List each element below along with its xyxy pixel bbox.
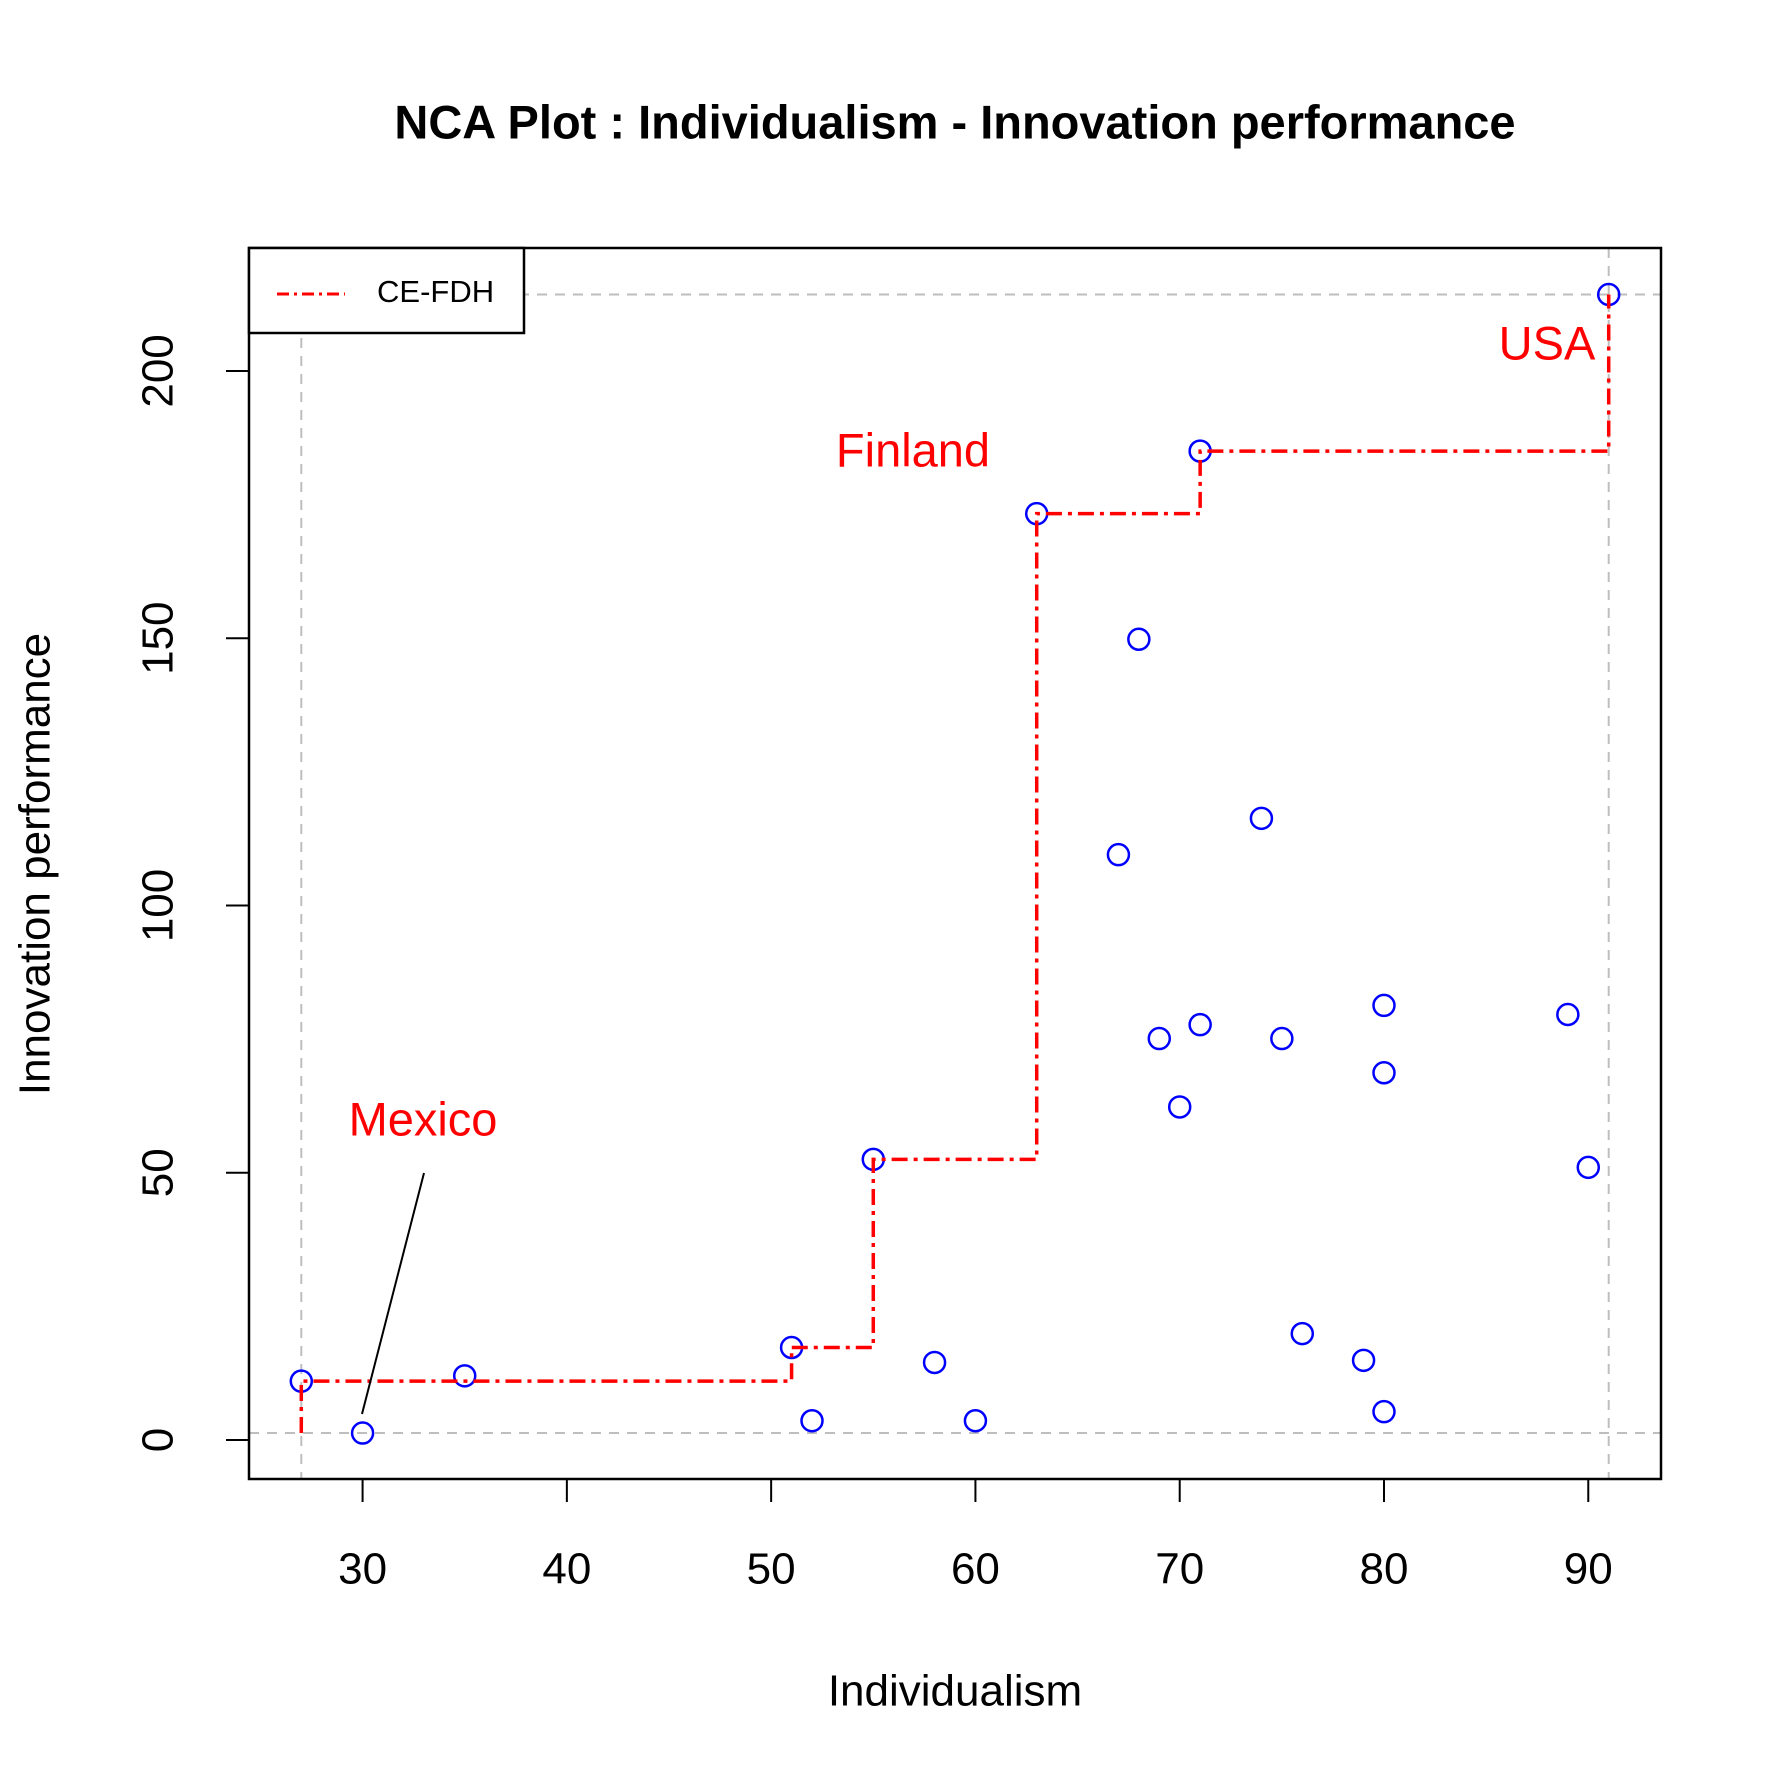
x-tick-label: 90 <box>1564 1545 1613 1594</box>
x-axis-label: Individualism <box>828 1667 1082 1716</box>
data-point <box>800 1408 824 1433</box>
data-point <box>1372 1061 1396 1085</box>
x-tick-label: 50 <box>747 1545 796 1594</box>
y-tick-label: 150 <box>134 601 183 674</box>
legend-label: CE-FDH <box>377 274 494 309</box>
data-point <box>1127 627 1151 652</box>
x-tick-label: 80 <box>1360 1545 1409 1594</box>
annotation: Finland <box>836 423 990 476</box>
y-tick-label: 200 <box>134 334 183 407</box>
chart-title: NCA Plot : Individualism - Innovation pe… <box>394 95 1515 148</box>
y-tick-label: 100 <box>134 869 183 942</box>
y-tick-label: 50 <box>134 1148 183 1197</box>
y-tick-label: 0 <box>134 1428 183 1452</box>
annotation: USA <box>1499 316 1596 369</box>
legend-box <box>247 246 526 335</box>
data-point <box>1290 1321 1315 1346</box>
data-point <box>1351 1348 1376 1373</box>
data-point <box>1372 993 1396 1018</box>
data-point <box>1372 1399 1396 1424</box>
data-point <box>922 1350 947 1375</box>
ceiling-line <box>299 294 1611 1434</box>
data-point <box>1249 806 1274 831</box>
data-point <box>1106 842 1131 867</box>
data-point <box>963 1408 988 1433</box>
annotation-pointer <box>361 1172 425 1415</box>
data-point <box>1576 1155 1601 1180</box>
x-tick-label: 30 <box>338 1545 387 1594</box>
data-point <box>1188 1012 1212 1037</box>
x-tick-label: 40 <box>542 1545 591 1594</box>
data-point <box>1556 1002 1580 1027</box>
data-point <box>452 1364 477 1388</box>
plot-frame <box>247 246 1663 1481</box>
annotation: Mexico <box>349 1092 498 1145</box>
y-axis-label: Innovation performance <box>11 633 60 1095</box>
x-tick-label: 70 <box>1155 1545 1204 1594</box>
data-point <box>1270 1026 1294 1051</box>
data-point <box>1167 1095 1192 1119</box>
x-tick-label: 60 <box>951 1545 1000 1594</box>
data-point <box>350 1421 375 1445</box>
data-point <box>1147 1026 1172 1051</box>
